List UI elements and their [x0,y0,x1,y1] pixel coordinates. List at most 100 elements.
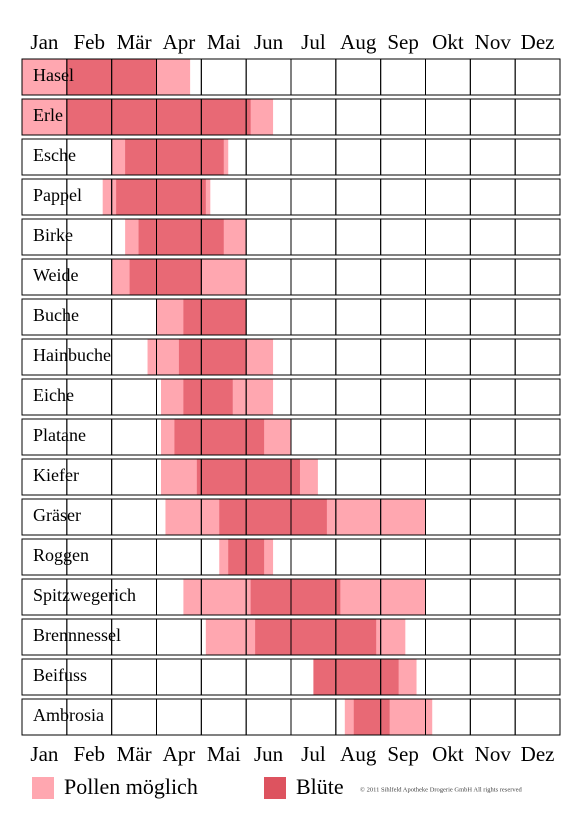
cell [200,58,247,96]
month-label: Jun [254,742,284,766]
cell [514,498,561,536]
cell [425,698,471,736]
cell [245,298,292,336]
cell [335,138,382,176]
month-label: Jan [30,742,58,766]
bloom-bar [129,259,202,295]
cell [335,338,382,376]
cell [111,298,157,336]
cell [290,338,337,376]
copyright: © 2011 Sihlfeld Apotheke Drogerie GmbH A… [360,786,523,793]
bloom-bar [66,99,251,135]
cell [469,458,516,496]
cell [156,618,202,656]
month-label: Okt [432,742,464,766]
cell [200,658,247,696]
bloom-bar [138,219,224,255]
cell [425,378,471,416]
cell [111,658,157,696]
cell [514,578,561,616]
month-label: Apr [163,742,196,766]
cell [111,458,157,496]
cell [514,658,561,696]
cell [380,98,426,136]
cell [380,298,426,336]
cell [425,338,471,376]
bloom-bar [353,699,390,735]
bloom-bar [313,659,399,695]
legend-swatch [32,777,54,799]
cell [469,578,516,616]
cell [111,698,157,736]
month-label: Dez [521,742,555,766]
cell [380,178,426,216]
month-label: Sep [387,30,419,54]
cell [245,218,292,256]
cell [335,458,382,496]
cell [335,298,382,336]
cell [156,658,202,696]
month-label: Jul [301,742,326,766]
cell [335,418,382,456]
cell [469,178,516,216]
cell [245,138,292,176]
cell [514,378,561,416]
month-label: Jun [254,30,284,54]
cell [514,58,561,96]
cell [111,418,157,456]
cell [425,298,471,336]
cell [514,618,561,656]
cell [290,138,337,176]
cell [469,218,516,256]
cell [469,418,516,456]
cell [514,298,561,336]
month-label: Feb [74,30,106,54]
cell [245,258,292,296]
cell [425,458,471,496]
cell [380,218,426,256]
row-label: Esche [33,145,76,165]
cell [290,218,337,256]
cell [380,58,426,96]
cell [245,178,292,216]
cell [335,98,382,136]
cell [469,658,516,696]
cell [335,218,382,256]
row-label: Buche [33,305,79,325]
cell [469,538,516,576]
cell [335,538,382,576]
cell [514,138,561,176]
bloom-bar [174,419,265,455]
cell [469,138,516,176]
bloom-bar [250,579,341,615]
cell [514,98,561,136]
cell [380,538,426,576]
legend-label: Blüte [296,774,344,799]
cell [514,458,561,496]
row-label: Hainbuche [33,345,111,365]
month-label: Aug [340,742,377,766]
month-label: Sep [387,742,419,766]
cell [380,458,426,496]
cell [200,698,247,736]
row-label: Kiefer [33,465,79,485]
cell [425,58,471,96]
cell [514,418,561,456]
cell [290,698,337,736]
cell [245,58,292,96]
month-label: Nov [475,30,512,54]
cell [335,378,382,416]
cell [425,98,471,136]
cell [111,498,157,536]
cell [514,178,561,216]
cell [290,178,337,216]
cell [335,178,382,216]
cell [425,538,471,576]
cell [469,498,516,536]
cell [514,698,561,736]
bloom-bar [125,139,224,175]
row-label: Platane [33,425,86,445]
row-label: Erle [33,105,63,125]
cell [335,58,382,96]
